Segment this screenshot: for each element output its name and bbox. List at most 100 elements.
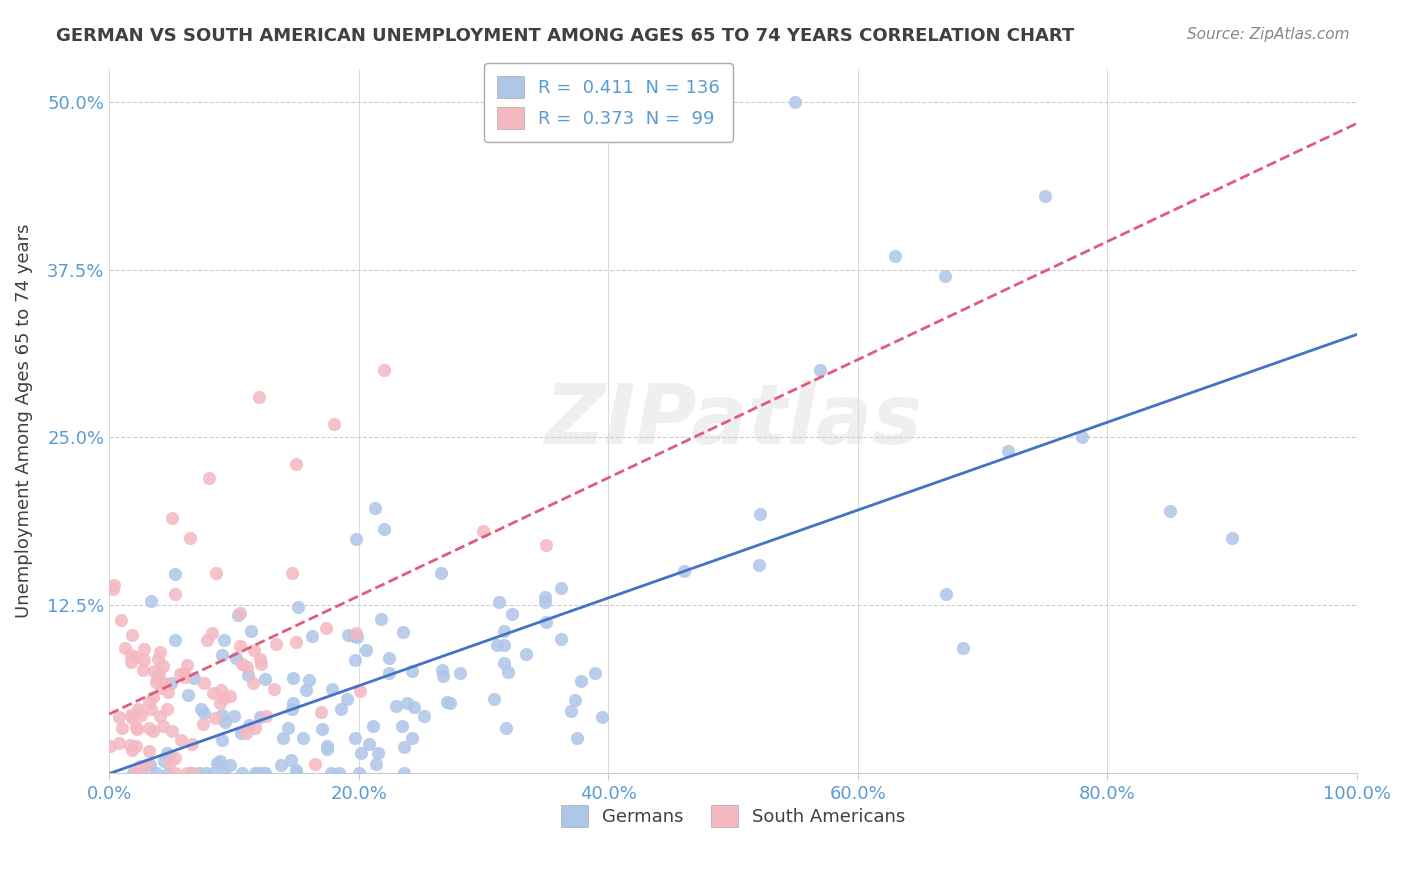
Text: ZIPatlas: ZIPatlas <box>544 380 922 461</box>
Point <box>349 684 371 698</box>
Point <box>449 665 471 680</box>
Point <box>152 658 174 673</box>
Point <box>301 629 323 643</box>
Point <box>231 765 253 780</box>
Point <box>169 667 191 681</box>
Point <box>188 765 211 780</box>
Point <box>214 714 236 729</box>
Point <box>134 652 156 666</box>
Point <box>495 721 517 735</box>
Point <box>501 607 523 622</box>
Point <box>277 721 299 735</box>
Point <box>212 765 235 780</box>
Text: Source: ZipAtlas.com: Source: ZipAtlas.com <box>1187 27 1350 42</box>
Point <box>127 702 149 716</box>
Point <box>292 731 315 745</box>
Point <box>176 657 198 672</box>
Point <box>311 722 333 736</box>
Point <box>138 744 160 758</box>
Point <box>125 739 148 753</box>
Point <box>1159 504 1181 518</box>
Point <box>350 746 373 760</box>
Point <box>404 700 426 714</box>
Point <box>124 765 146 780</box>
Point <box>181 765 204 780</box>
Point <box>298 673 321 688</box>
Point <box>565 731 588 745</box>
Point <box>254 709 277 723</box>
Point <box>347 765 370 780</box>
Point <box>591 710 613 724</box>
Point <box>163 632 186 647</box>
Point <box>394 765 416 780</box>
Point <box>125 649 148 664</box>
Point <box>222 708 245 723</box>
Point <box>212 690 235 705</box>
Point <box>204 710 226 724</box>
Point <box>343 653 366 667</box>
Point <box>180 737 202 751</box>
Point <box>494 638 516 652</box>
Point <box>125 722 148 736</box>
Point <box>163 566 186 581</box>
Point <box>384 699 406 714</box>
Point <box>344 731 367 746</box>
Point <box>287 600 309 615</box>
Point <box>488 595 510 609</box>
Point <box>472 524 495 539</box>
Point <box>1071 430 1094 444</box>
Point <box>246 765 269 780</box>
Point <box>935 587 957 601</box>
Point <box>569 674 592 689</box>
Point <box>328 765 350 780</box>
Point <box>401 665 423 679</box>
Point <box>342 629 364 643</box>
Y-axis label: Unemployment Among Ages 65 to 74 years: Unemployment Among Ages 65 to 74 years <box>15 223 32 618</box>
Point <box>311 705 333 719</box>
Point <box>149 681 172 695</box>
Point <box>748 558 770 572</box>
Point <box>108 710 131 724</box>
Point <box>180 765 202 780</box>
Point <box>436 695 458 709</box>
Point <box>884 249 907 263</box>
Point <box>281 566 304 580</box>
Point <box>165 751 187 765</box>
Point <box>212 633 235 648</box>
Point <box>120 707 142 722</box>
Point <box>285 765 308 780</box>
Point <box>225 651 247 665</box>
Point <box>413 708 436 723</box>
Point <box>204 566 226 581</box>
Point <box>149 645 172 659</box>
Point <box>295 682 318 697</box>
Point <box>228 607 250 621</box>
Point <box>673 565 696 579</box>
Point <box>247 390 270 404</box>
Point <box>270 757 292 772</box>
Point <box>195 632 218 647</box>
Point <box>952 640 974 655</box>
Point <box>263 682 285 697</box>
Point <box>236 668 259 682</box>
Point <box>146 671 169 685</box>
Point <box>253 765 276 780</box>
Point <box>120 656 142 670</box>
Point <box>315 739 337 753</box>
Point <box>377 666 399 681</box>
Point <box>536 615 558 629</box>
Point <box>229 639 252 653</box>
Point <box>103 578 125 592</box>
Point <box>118 738 141 752</box>
Point <box>195 765 218 780</box>
Point <box>322 417 344 431</box>
Point <box>492 656 515 670</box>
Point <box>121 628 143 642</box>
Point <box>226 607 249 622</box>
Point <box>367 746 389 760</box>
Point <box>132 663 155 677</box>
Point <box>496 665 519 679</box>
Point <box>202 765 225 780</box>
Point <box>193 717 215 731</box>
Point <box>153 754 176 768</box>
